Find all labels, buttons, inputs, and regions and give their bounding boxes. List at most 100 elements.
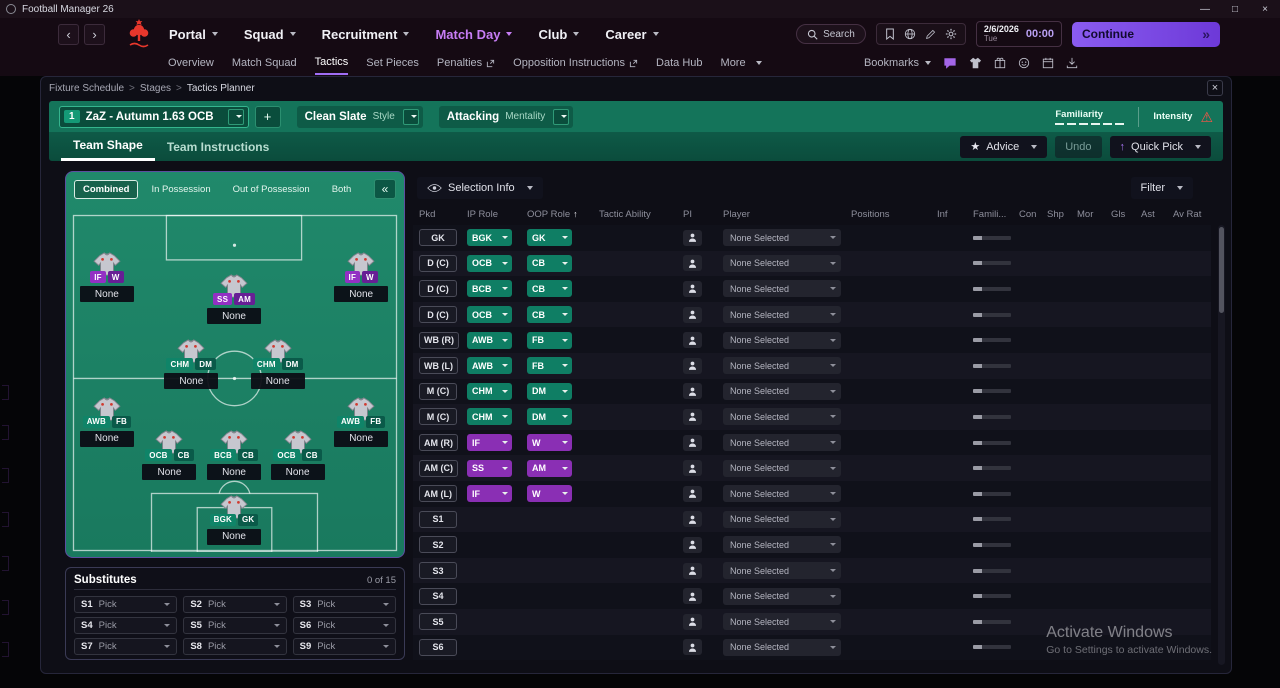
player-select[interactable]: None Selected xyxy=(723,280,841,298)
history-forward-button[interactable]: › xyxy=(84,23,105,45)
column-header-mor[interactable]: Mor xyxy=(1077,208,1094,220)
oop-role-select[interactable]: CB xyxy=(527,280,572,298)
tab-team-instructions[interactable]: Team Instructions xyxy=(166,139,270,154)
player-select[interactable]: None Selected xyxy=(723,229,841,247)
subnav-item-more[interactable]: More xyxy=(721,51,762,75)
oop-role-select[interactable]: FB xyxy=(527,357,572,375)
picked-slot-button[interactable]: S1 xyxy=(419,510,457,528)
advice-button[interactable]: ★ Advice xyxy=(960,135,1048,158)
maximize-button[interactable]: □ xyxy=(1231,3,1239,15)
player-info-button[interactable] xyxy=(683,562,702,579)
oop-role-select[interactable]: DM xyxy=(527,408,572,426)
kit-shirt-icon[interactable] xyxy=(969,57,982,69)
player-select[interactable]: None Selected xyxy=(723,613,841,631)
player-select[interactable]: None Selected xyxy=(723,254,841,272)
column-header-positions[interactable]: Positions xyxy=(851,208,890,220)
picked-slot-button[interactable]: S4 xyxy=(419,587,457,605)
tactic-select[interactable]: 1 ZaZ - Autumn 1.63 OCB xyxy=(59,105,249,128)
world-icon[interactable] xyxy=(904,28,916,40)
pitch-player-chm[interactable]: CHM DM None xyxy=(250,339,305,390)
calendar-icon[interactable] xyxy=(1042,57,1054,69)
selection-info-dropdown[interactable]: Selection Info xyxy=(417,177,543,199)
pitch-player-bcb[interactable]: BCB CB None xyxy=(207,430,262,481)
bookmarks-dropdown[interactable]: Bookmarks xyxy=(864,57,931,69)
pitch-filter-in-possession[interactable]: In Possession xyxy=(151,184,211,195)
substitute-slot-s8[interactable]: S8 Pick xyxy=(183,638,287,655)
ip-role-select[interactable]: IF xyxy=(467,485,512,503)
reaction-face-icon[interactable] xyxy=(1018,57,1030,69)
substitute-slot-s5[interactable]: S5 Pick xyxy=(183,617,287,634)
oop-role-select[interactable]: CB xyxy=(527,254,572,272)
subnav-item-data-hub[interactable]: Data Hub xyxy=(656,57,703,69)
ip-role-select[interactable]: BGK xyxy=(467,229,512,247)
player-info-button[interactable] xyxy=(683,255,702,272)
player-select[interactable]: None Selected xyxy=(723,459,841,477)
column-header-av-rat[interactable]: Av Rat xyxy=(1173,208,1202,220)
oop-role-select[interactable]: DM xyxy=(527,382,572,400)
column-header-player[interactable]: Player xyxy=(723,208,750,220)
picked-slot-button[interactable]: M (C) xyxy=(419,382,457,400)
player-select[interactable]: None Selected xyxy=(723,331,841,349)
picked-slot-button[interactable]: D (C) xyxy=(419,254,457,272)
player-info-button[interactable] xyxy=(683,460,702,477)
nav-item-career[interactable]: Career xyxy=(605,27,659,42)
game-date[interactable]: 2/6/2026 Tue 00:00 xyxy=(975,21,1062,47)
download-icon[interactable] xyxy=(1066,57,1078,69)
gear-icon[interactable] xyxy=(945,28,957,40)
collapse-panel-button[interactable]: « xyxy=(374,179,396,199)
column-header-famili[interactable]: Famili... xyxy=(973,208,1007,220)
mentality-select[interactable]: Attacking Mentality xyxy=(438,105,574,128)
substitute-slot-s7[interactable]: S7 Pick xyxy=(74,638,178,655)
player-info-button[interactable] xyxy=(683,408,702,425)
subnav-item-penalties[interactable]: Penalties xyxy=(437,51,495,75)
social-chat-icon[interactable] xyxy=(943,57,957,70)
player-select[interactable]: None Selected xyxy=(723,408,841,426)
substitute-slot-s1[interactable]: S1 Pick xyxy=(74,596,178,613)
club-crest-icon[interactable] xyxy=(127,19,151,49)
bookmark-icon[interactable] xyxy=(885,28,895,40)
picked-slot-button[interactable]: AM (L) xyxy=(419,485,457,503)
player-info-button[interactable] xyxy=(683,588,702,605)
ip-role-select[interactable]: SS xyxy=(467,459,512,477)
oop-role-select[interactable]: GK xyxy=(527,229,572,247)
column-header-ast[interactable]: Ast xyxy=(1141,208,1155,220)
ip-role-select[interactable]: OCB xyxy=(467,306,512,324)
picked-slot-button[interactable]: WB (R) xyxy=(419,331,459,349)
picked-slot-button[interactable]: S5 xyxy=(419,613,457,631)
column-header-inf[interactable]: Inf xyxy=(937,208,948,220)
picked-slot-button[interactable]: S2 xyxy=(419,536,457,554)
substitute-slot-s3[interactable]: S3 Pick xyxy=(292,596,396,613)
close-panel-button[interactable]: × xyxy=(1207,80,1223,96)
pitch-player-ocb[interactable]: OCB CB None xyxy=(142,430,197,481)
picked-slot-button[interactable]: AM (C) xyxy=(419,459,458,477)
column-header-con[interactable]: Con xyxy=(1019,208,1037,220)
history-back-button[interactable]: ‹ xyxy=(58,23,79,45)
player-info-button[interactable] xyxy=(683,280,702,297)
subnav-item-overview[interactable]: Overview xyxy=(168,57,214,69)
pitch-player-awb[interactable]: AWB FB None xyxy=(79,397,134,447)
player-select[interactable]: None Selected xyxy=(723,510,841,528)
add-tactic-button[interactable]: + xyxy=(254,105,281,128)
player-select[interactable]: None Selected xyxy=(723,536,841,554)
pitch-filter-out-of-possession[interactable]: Out of Possession xyxy=(232,184,310,195)
player-select[interactable]: None Selected xyxy=(723,562,841,580)
oop-role-select[interactable]: W xyxy=(527,485,572,503)
subnav-item-set-pieces[interactable]: Set Pieces xyxy=(366,57,419,69)
pitch-player-ss[interactable]: SS AM None xyxy=(207,274,262,325)
pitch-filter-combined[interactable]: Combined xyxy=(74,180,139,199)
subnav-item-match-squad[interactable]: Match Squad xyxy=(231,57,297,69)
ip-role-select[interactable]: AWB xyxy=(467,357,512,375)
minimize-button[interactable]: — xyxy=(1200,3,1210,15)
nav-item-portal[interactable]: Portal xyxy=(169,27,218,42)
ip-role-select[interactable]: AWB xyxy=(467,331,512,349)
player-select[interactable]: None Selected xyxy=(723,587,841,605)
player-info-button[interactable] xyxy=(683,332,702,349)
ip-role-select[interactable]: CHM xyxy=(467,408,512,426)
undo-button[interactable]: Undo xyxy=(1055,135,1102,158)
substitute-slot-s9[interactable]: S9 Pick xyxy=(292,638,396,655)
column-header-shp[interactable]: Shp xyxy=(1047,208,1064,220)
style-select[interactable]: Clean Slate Style xyxy=(296,105,423,128)
continue-button[interactable]: Continue » xyxy=(1072,21,1220,47)
pitch-player-if[interactable]: IF W None xyxy=(79,252,134,303)
player-select[interactable]: None Selected xyxy=(723,485,841,503)
